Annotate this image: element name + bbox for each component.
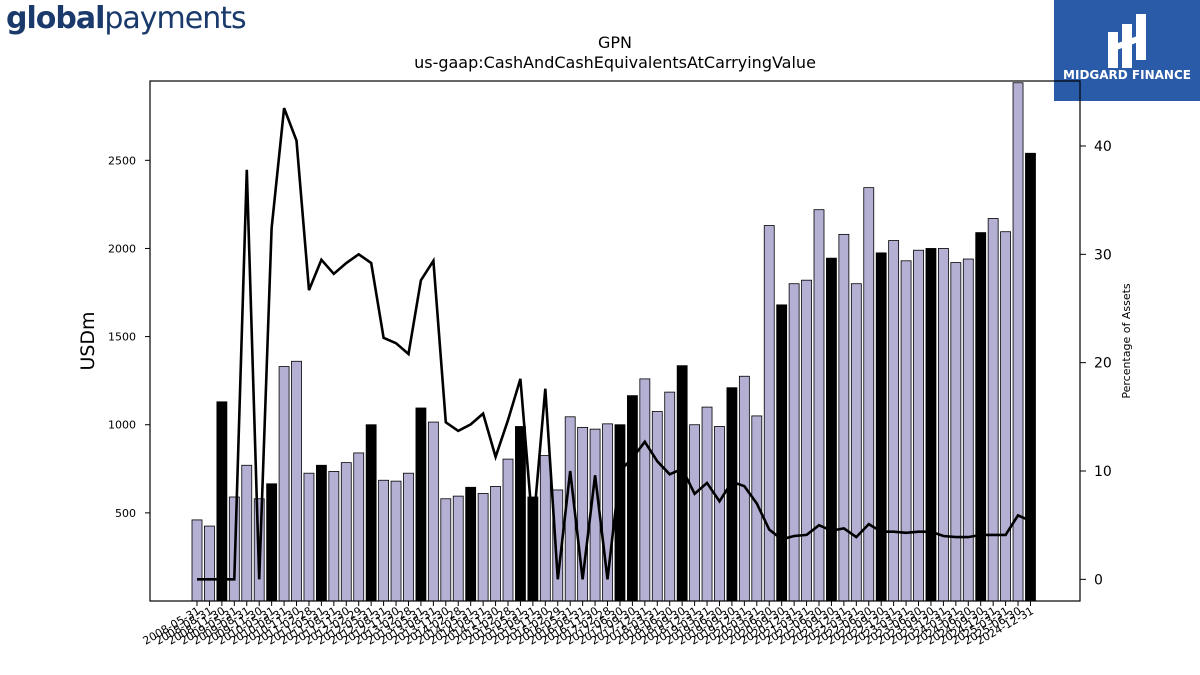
y2-tick-label: 10 xyxy=(1094,464,1112,480)
y-tick-label: 2500 xyxy=(108,154,136,167)
y-tick-label: 500 xyxy=(115,507,136,520)
bar xyxy=(875,252,887,602)
bar xyxy=(241,464,253,602)
bar xyxy=(938,248,949,602)
bar xyxy=(477,493,489,602)
bar xyxy=(328,471,340,602)
bar xyxy=(266,483,278,602)
bar xyxy=(216,401,228,602)
bar xyxy=(801,279,812,602)
y2-axis-label: Percentage of Assets xyxy=(1120,283,1133,399)
logo-text-bold: global xyxy=(6,1,105,36)
midgard-logo-text: MIDGARD FINANCE xyxy=(1063,68,1191,82)
globalpayments-logo: globalpayments xyxy=(6,0,247,38)
chart-subtitle: us-gaap:CashAndCashEquivalentsAtCarrying… xyxy=(414,53,816,72)
bar xyxy=(863,187,875,602)
y-axis-right: 0 10 20 30 40 xyxy=(1080,139,1112,588)
bar xyxy=(689,424,700,602)
bar xyxy=(1012,82,1024,602)
bar xyxy=(664,391,676,602)
y-tick-label: 1000 xyxy=(108,419,136,432)
bar xyxy=(776,304,788,602)
bar xyxy=(738,375,750,602)
bar-series xyxy=(191,82,1036,602)
bar xyxy=(962,258,974,602)
bar xyxy=(427,421,439,602)
chart-title: GPN xyxy=(598,33,632,52)
bar xyxy=(888,240,900,602)
bar xyxy=(1000,231,1011,602)
bar xyxy=(278,366,290,602)
bar xyxy=(763,225,775,602)
bar xyxy=(838,233,850,602)
bar xyxy=(987,218,999,602)
bar xyxy=(452,495,464,602)
x-axis: 2008-05-312008-08-312008-11-302009-05-31… xyxy=(141,601,1036,648)
bar xyxy=(515,426,526,602)
bar xyxy=(1025,152,1036,602)
bar xyxy=(850,283,862,602)
y2-tick-label: 20 xyxy=(1094,356,1112,372)
bar xyxy=(714,426,725,602)
bar xyxy=(490,486,501,602)
bar xyxy=(502,458,514,602)
bar xyxy=(315,464,327,602)
bar xyxy=(676,365,688,602)
y-axis-label: USDm xyxy=(77,311,99,370)
y-tick-label: 2000 xyxy=(108,242,136,255)
bar xyxy=(913,249,924,602)
bar xyxy=(813,209,825,602)
bar xyxy=(788,283,800,602)
bar xyxy=(639,378,651,602)
y2-tick-label: 40 xyxy=(1094,139,1112,155)
y2-tick-label: 30 xyxy=(1094,247,1112,263)
bar xyxy=(627,395,638,602)
bar xyxy=(975,232,987,602)
y2-tick-label: 0 xyxy=(1094,572,1103,588)
pct-assets-line xyxy=(197,107,1032,581)
bar xyxy=(826,257,837,602)
bar xyxy=(378,479,390,602)
bar xyxy=(191,519,203,602)
bar xyxy=(340,462,352,602)
bar xyxy=(291,360,302,602)
bar xyxy=(465,486,477,602)
bar xyxy=(900,260,912,602)
bar xyxy=(539,455,551,602)
logo-text-regular: payments xyxy=(104,1,246,36)
bar xyxy=(701,406,713,602)
y-axis-left: 500 1000 1500 2000 2500 xyxy=(108,154,150,520)
bar xyxy=(204,525,215,602)
bar xyxy=(403,472,414,602)
plot-frame xyxy=(149,80,1081,602)
bar xyxy=(353,452,365,602)
midgard-logo-mark-icon xyxy=(1108,14,1146,68)
bar xyxy=(726,387,738,602)
bar xyxy=(390,480,402,602)
bar xyxy=(651,411,663,602)
bar xyxy=(925,248,937,602)
bar xyxy=(303,472,315,602)
y-tick-label: 1500 xyxy=(108,331,136,344)
bar xyxy=(440,498,452,602)
bar xyxy=(950,262,962,602)
bar xyxy=(415,407,427,602)
midgard-finance-logo: MIDGARD FINANCE xyxy=(1054,0,1200,101)
bar xyxy=(365,424,377,602)
bar xyxy=(527,496,539,602)
